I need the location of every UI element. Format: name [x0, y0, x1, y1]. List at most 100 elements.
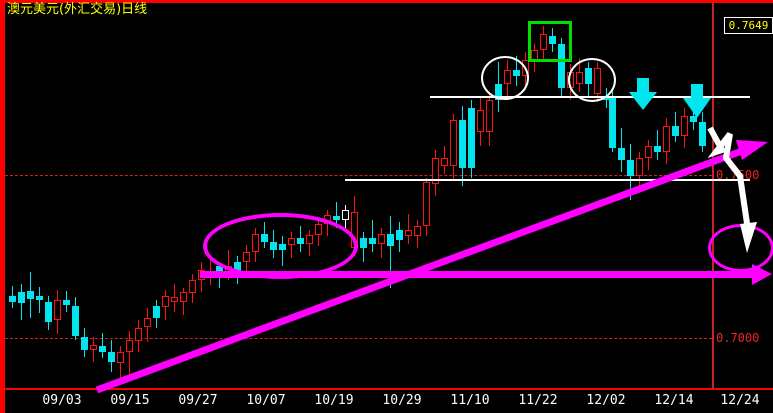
accumulation-zone-ellipse [203, 213, 358, 279]
candle [539, 26, 547, 62]
candle-body [98, 346, 106, 352]
last-price-tag: 0.7649 [724, 17, 773, 34]
x-axis-tick-label: 09/15 [110, 393, 150, 408]
candle [413, 220, 421, 248]
candle-body [548, 36, 556, 44]
candle [653, 130, 661, 160]
candle [179, 288, 187, 315]
candle [377, 228, 385, 258]
x-axis-tick-label: 09/27 [178, 393, 218, 408]
x-axis-tick-label: 12/14 [654, 393, 694, 408]
candle-body [71, 306, 79, 336]
candle [440, 146, 448, 174]
candle [170, 284, 178, 312]
chart-border-top [0, 0, 773, 3]
candle [422, 178, 430, 236]
candle-body [8, 296, 16, 302]
consolidation-zone-2-ellipse [568, 58, 616, 102]
horizontal-support-line [200, 271, 760, 278]
candle [89, 337, 97, 362]
candle [62, 291, 70, 312]
chart-border-left [0, 0, 5, 413]
candle [17, 284, 25, 320]
candle [662, 118, 670, 164]
candle [644, 140, 652, 170]
candle-body [80, 337, 88, 350]
x-axis-tick-label: 09/03 [42, 393, 82, 408]
candle [626, 144, 634, 200]
candle-body [26, 291, 34, 299]
candle-body [125, 340, 133, 352]
candle-wick [38, 287, 40, 313]
candle [44, 296, 52, 330]
candle [125, 331, 133, 378]
candle [368, 220, 376, 252]
candle-body [152, 306, 160, 318]
candle [134, 320, 142, 352]
candle [26, 272, 34, 318]
candle-body [341, 210, 349, 220]
candle-body [332, 216, 340, 220]
candle-body [170, 297, 178, 302]
candle [359, 232, 367, 262]
candle-body [359, 238, 367, 248]
candle [188, 274, 196, 303]
candle-body [386, 234, 394, 246]
candle [71, 297, 79, 340]
candle-body [557, 44, 565, 88]
candle [431, 150, 439, 196]
candle-body [662, 126, 670, 152]
candle-body [476, 110, 484, 132]
candle [116, 346, 124, 380]
candle-body [680, 116, 688, 136]
candle [458, 106, 466, 186]
candle-body [368, 238, 376, 244]
candle [635, 152, 643, 190]
candle [485, 92, 493, 146]
candle-body [107, 352, 115, 362]
candle-body [116, 352, 124, 363]
candle [680, 108, 688, 148]
candle-body [53, 300, 61, 320]
candle-body [161, 296, 169, 307]
gridline-0-7500 [5, 175, 712, 176]
uptrend-arrowhead [736, 140, 768, 160]
candle [35, 287, 43, 313]
candle [8, 286, 16, 308]
candle [698, 112, 706, 152]
candle-body [17, 292, 25, 303]
candle [557, 38, 565, 96]
x-axis-tick-label: 11/22 [518, 393, 558, 408]
candle [152, 300, 160, 328]
target-zone-ellipse [708, 224, 773, 272]
candle [548, 28, 556, 52]
candle [449, 114, 457, 180]
candle-body [653, 146, 661, 152]
candle-body [539, 34, 547, 50]
x-axis-tick-label: 10/07 [246, 393, 286, 408]
candle-body [44, 302, 52, 322]
candle-body [458, 120, 466, 168]
x-axis-tick-label: 12/02 [586, 393, 626, 408]
candle-body [440, 158, 448, 166]
candle-body [485, 100, 493, 132]
candle-body [626, 160, 634, 176]
candle-body [62, 300, 70, 305]
candle [53, 290, 61, 334]
candle-wick [128, 331, 130, 378]
candle [143, 308, 151, 342]
candle-body [422, 182, 430, 226]
candle-wick [371, 220, 373, 252]
x-axis-tick-label: 10/29 [382, 393, 422, 408]
gridline-0-7000 [5, 338, 712, 339]
candle-body [395, 230, 403, 240]
candle-body [617, 148, 625, 160]
candle [689, 108, 697, 130]
candle [107, 340, 115, 372]
candle-body [134, 328, 142, 341]
candle-body [449, 120, 457, 166]
candle-body [143, 318, 151, 327]
candle-body [644, 146, 652, 158]
candle [617, 128, 625, 172]
